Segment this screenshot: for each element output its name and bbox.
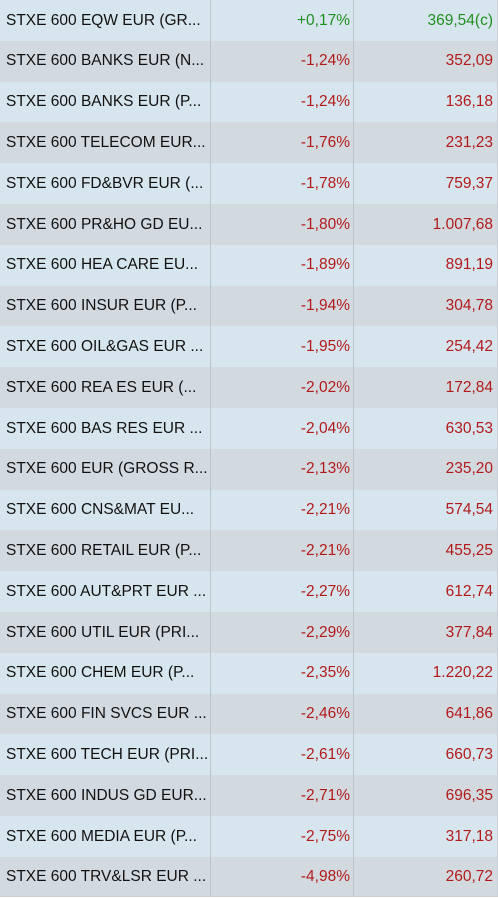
change-percent-cell: -2,35% bbox=[211, 652, 354, 694]
index-name-cell: STXE 600 BANKS EUR (P... bbox=[0, 81, 211, 123]
index-name-cell: STXE 600 TRV&LSR EUR ... bbox=[0, 856, 211, 896]
index-name-cell: STXE 600 CHEM EUR (P... bbox=[0, 652, 211, 694]
price-cell: 1.220,22 bbox=[432, 664, 493, 682]
index-name-cell: STXE 600 EQW EUR (GR... bbox=[0, 0, 211, 41]
price-cell: 136,18 bbox=[445, 93, 493, 111]
price-cell: 369,54(c) bbox=[427, 11, 493, 29]
table-row[interactable]: STXE 600 BANKS EUR (N... -1,24% 352,09 bbox=[0, 40, 497, 82]
table-row[interactable]: STXE 600 RETAIL EUR (P... -2,21% 455,25 bbox=[0, 530, 497, 572]
price-cell: 612,74 bbox=[445, 582, 493, 600]
table-row[interactable]: STXE 600 INSUR EUR (P... -1,94% 304,78 bbox=[0, 285, 497, 327]
price-cell: 304,78 bbox=[445, 297, 493, 315]
change-percent-cell: -2,71% bbox=[211, 775, 354, 816]
index-name-cell: STXE 600 MEDIA EUR (P... bbox=[0, 815, 211, 857]
change-percent-cell: -2,29% bbox=[211, 611, 354, 653]
change-percent-cell: -2,13% bbox=[211, 448, 354, 490]
price-cell: 630,53 bbox=[445, 419, 493, 437]
change-percent-cell: -1,80% bbox=[211, 203, 354, 245]
price-cell: 172,84 bbox=[445, 378, 493, 396]
change-percent-cell: -1,94% bbox=[211, 285, 354, 327]
table-row[interactable]: STXE 600 UTIL EUR (PRI... -2,29% 377,84 bbox=[0, 611, 497, 653]
price-cell: 260,72 bbox=[445, 868, 493, 886]
index-name-cell: STXE 600 AUT&PRT EUR ... bbox=[0, 571, 211, 612]
change-percent-cell: -2,04% bbox=[211, 407, 354, 449]
table-row[interactable]: STXE 600 EQW EUR (GR... +0,17% 369,54(c) bbox=[0, 0, 497, 41]
index-name-cell: STXE 600 CNS&MAT EU... bbox=[0, 489, 211, 531]
price-cell: 455,25 bbox=[445, 542, 493, 559]
price-cell: 377,84 bbox=[445, 623, 493, 641]
change-percent-cell: -2,75% bbox=[211, 815, 354, 857]
index-name-cell: STXE 600 PR&HO GD EU... bbox=[0, 203, 211, 245]
price-cell: 641,86 bbox=[445, 705, 493, 723]
price-cell: 254,42 bbox=[445, 338, 493, 356]
change-percent-cell: -1,78% bbox=[211, 163, 354, 204]
change-percent-cell: -2,02% bbox=[211, 367, 354, 408]
index-name-cell: STXE 600 OIL&GAS EUR ... bbox=[0, 326, 211, 368]
table-row[interactable]: STXE 600 OIL&GAS EUR ... -1,95% 254,42 bbox=[0, 326, 497, 368]
change-percent-cell: -2,46% bbox=[211, 693, 354, 735]
change-percent-cell: -1,95% bbox=[211, 326, 354, 368]
price-cell: 660,73 bbox=[445, 745, 493, 763]
price-cell: 759,37 bbox=[445, 174, 493, 192]
index-name-cell: STXE 600 FIN SVCS EUR ... bbox=[0, 693, 211, 735]
change-percent-cell: -1,24% bbox=[211, 81, 354, 123]
table-row[interactable]: STXE 600 CNS&MAT EU... -2,21% 574,54 bbox=[0, 489, 497, 531]
price-cell: 235,20 bbox=[445, 460, 493, 478]
table-row[interactable]: STXE 600 BANKS EUR (P... -1,24% 136,18 bbox=[0, 81, 497, 123]
change-percent-cell: -4,98% bbox=[211, 856, 354, 896]
table-row[interactable]: STXE 600 EUR (GROSS R... -2,13% 235,20 bbox=[0, 448, 497, 490]
table-row[interactable]: STXE 600 MEDIA EUR (P... -2,75% 317,18 bbox=[0, 815, 497, 857]
index-name-cell: STXE 600 REA ES EUR (... bbox=[0, 367, 211, 408]
table-row[interactable]: STXE 600 CHEM EUR (P... -2,35% 1.220,22 bbox=[0, 652, 497, 694]
index-name-cell: STXE 600 BAS RES EUR ... bbox=[0, 407, 211, 449]
change-percent-cell: -2,21% bbox=[211, 530, 354, 572]
table-row[interactable]: STXE 600 INDUS GD EUR... -2,71% 696,35 bbox=[0, 775, 497, 816]
change-percent-cell: -1,89% bbox=[211, 244, 354, 286]
index-name-cell: STXE 600 INSUR EUR (P... bbox=[0, 285, 211, 327]
table-row[interactable]: STXE 600 TECH EUR (PRI... -2,61% 660,73 bbox=[0, 734, 497, 776]
change-percent-cell: -2,61% bbox=[211, 734, 354, 776]
change-percent-cell: +0,17% bbox=[211, 0, 354, 41]
index-name-cell: STXE 600 HEA CARE EU... bbox=[0, 244, 211, 286]
price-cell: 574,54 bbox=[445, 501, 493, 519]
index-name-cell: STXE 600 RETAIL EUR (P... bbox=[0, 530, 211, 572]
price-cell: 891,19 bbox=[445, 256, 493, 274]
change-percent-cell: -1,76% bbox=[211, 122, 354, 164]
table-row[interactable]: STXE 600 TELECOM EUR... -1,76% 231,23 bbox=[0, 122, 497, 164]
table-row[interactable]: STXE 600 HEA CARE EU... -1,89% 891,19 bbox=[0, 244, 497, 286]
change-percent-cell: -2,27% bbox=[211, 571, 354, 612]
index-name-cell: STXE 600 TELECOM EUR... bbox=[0, 122, 211, 164]
table-row[interactable]: STXE 600 AUT&PRT EUR ... -2,27% 612,74 bbox=[0, 571, 497, 612]
index-name-cell: STXE 600 FD&BVR EUR (... bbox=[0, 163, 211, 204]
table-row[interactable]: STXE 600 TRV&LSR EUR ... -4,98% 260,72 bbox=[0, 856, 497, 896]
price-cell: 696,35 bbox=[445, 786, 493, 804]
table-row[interactable]: STXE 600 REA ES EUR (... -2,02% 172,84 bbox=[0, 367, 497, 408]
price-cell: 352,09 bbox=[445, 52, 493, 70]
table-row[interactable]: STXE 600 FD&BVR EUR (... -1,78% 759,37 bbox=[0, 163, 497, 204]
index-name-cell: STXE 600 EUR (GROSS R... bbox=[0, 448, 211, 490]
change-percent-cell: -2,21% bbox=[211, 489, 354, 531]
price-cell: 231,23 bbox=[445, 134, 493, 152]
table-row[interactable]: STXE 600 BAS RES EUR ... -2,04% 630,53 bbox=[0, 407, 497, 449]
price-cell: 1.007,68 bbox=[432, 215, 493, 233]
index-name-cell: STXE 600 INDUS GD EUR... bbox=[0, 775, 211, 816]
index-name-cell: STXE 600 TECH EUR (PRI... bbox=[0, 734, 211, 776]
change-percent-cell: -1,24% bbox=[211, 40, 354, 82]
index-name-cell: STXE 600 UTIL EUR (PRI... bbox=[0, 611, 211, 653]
price-cell: 317,18 bbox=[445, 827, 493, 845]
index-name-cell: STXE 600 BANKS EUR (N... bbox=[0, 40, 211, 82]
table-row[interactable]: STXE 600 FIN SVCS EUR ... -2,46% 641,86 bbox=[0, 693, 497, 735]
table-row[interactable]: STXE 600 PR&HO GD EU... -1,80% 1.007,68 bbox=[0, 203, 497, 245]
